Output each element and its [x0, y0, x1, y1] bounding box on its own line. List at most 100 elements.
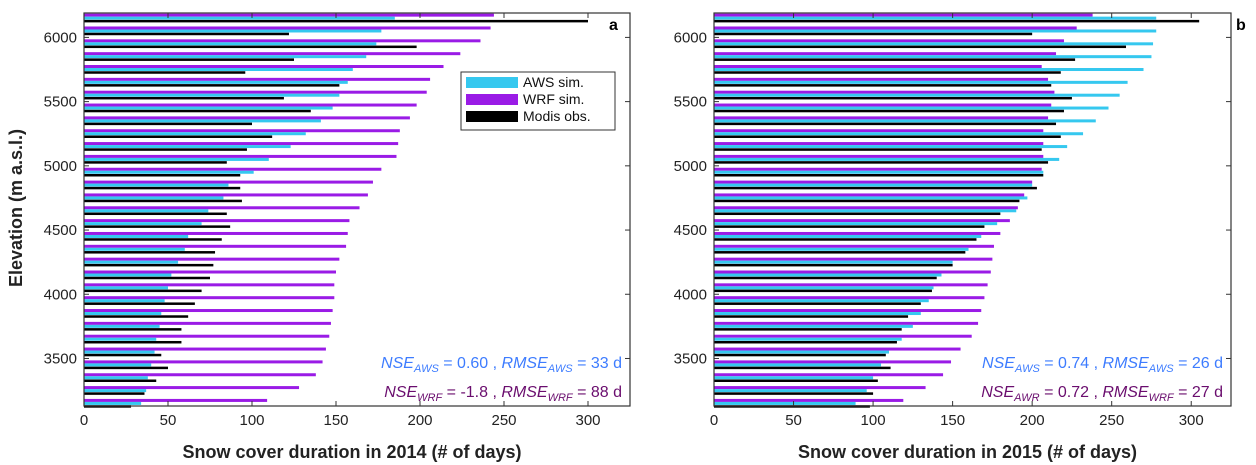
x-tick-label: 50 [785, 412, 802, 429]
wrf-bar [714, 321, 979, 325]
modis-bar [714, 366, 891, 370]
wrf-bar [714, 193, 1025, 197]
wrf-bar [84, 231, 348, 235]
aws-bar [84, 132, 306, 136]
modis-bar [84, 251, 216, 254]
wrf-bar [714, 296, 985, 300]
wrf-bar [84, 244, 347, 248]
wrf-bar [84, 219, 350, 223]
aws-bar [84, 29, 382, 33]
wrf-bar [84, 167, 382, 171]
aws-bar [84, 337, 157, 341]
aws-bar [714, 247, 969, 251]
wrf-bar [84, 347, 326, 351]
wrf-bar [84, 321, 331, 325]
aws-bar [714, 286, 934, 290]
wrf-bar [714, 309, 982, 313]
stat-annotation-aws: NSEAWS = 0.60 , RMSEAWS = 33 d [381, 355, 622, 375]
modis-bar [714, 276, 937, 280]
wrf-bar [714, 219, 1010, 223]
y-tick-label: 5000 [674, 158, 707, 175]
modis-bar [714, 58, 1076, 61]
aws-bar [714, 93, 1120, 97]
wrf-bar [714, 26, 1077, 30]
wrf-bar [84, 360, 323, 364]
legend-swatch-wrf [466, 94, 518, 105]
aws-bar [714, 42, 1154, 46]
modis-bar [84, 379, 157, 382]
legend-swatch-modis [466, 111, 518, 122]
modis-bar [84, 161, 227, 164]
modis-bar [714, 45, 1127, 49]
x-axis-label: Snow cover duration in 2014 (# of days) [182, 442, 521, 462]
modis-bar [84, 109, 311, 113]
modis-bar [714, 225, 985, 228]
wrf-bar [84, 154, 397, 158]
aws-bar [84, 299, 165, 303]
aws-bar [714, 145, 1068, 149]
modis-bar [84, 289, 202, 293]
aws-bar [84, 401, 142, 405]
y-tick-label: 4500 [674, 222, 707, 239]
y-tick-label: 5500 [44, 94, 77, 111]
modis-bar [84, 84, 340, 87]
y-tick-label: 5000 [44, 158, 77, 175]
modis-bar [84, 71, 246, 74]
modis-bar [714, 392, 874, 395]
wrf-bar [84, 13, 494, 17]
aws-bar [714, 16, 1157, 20]
modis-bar [714, 186, 1037, 190]
aws-bar [714, 29, 1157, 33]
wrf-bar [84, 77, 431, 81]
wrf-bar [714, 373, 944, 377]
x-tick-label: 100 [861, 412, 886, 429]
aws-bar [84, 234, 189, 238]
modis-bar [714, 96, 1072, 100]
modis-bar [714, 379, 878, 382]
modis-bar [714, 302, 921, 305]
wrf-bar [714, 116, 1049, 120]
stat-annotation-wrf: NSEAWR = 0.72 , RMSEWRF = 27 d [981, 384, 1223, 404]
wrf-bar [714, 129, 1044, 133]
aws-bar [84, 273, 172, 277]
wrf-bar [714, 180, 1033, 184]
aws-bar [714, 299, 929, 303]
modis-bar [714, 353, 886, 357]
wrf-bar [714, 13, 1093, 17]
aws-bar [714, 389, 867, 393]
aws-bar [714, 234, 982, 238]
wrf-bar [84, 180, 373, 184]
modis-bar [84, 58, 294, 61]
wrf-bar [714, 244, 994, 248]
aws-bar [84, 119, 321, 123]
aws-bar [714, 132, 1084, 136]
aws-bar [84, 80, 348, 84]
modis-bar [84, 340, 182, 344]
x-tick-label: 250 [491, 412, 516, 429]
x-tick-label: 150 [323, 412, 348, 429]
x-tick-label: 200 [407, 412, 432, 429]
aws-bar [84, 389, 147, 393]
modis-bar [714, 135, 1061, 138]
aws-bar [84, 157, 269, 161]
aws-bar [714, 55, 1152, 59]
legend-label-modis: Modis obs. [523, 108, 591, 124]
modis-bar [714, 84, 1052, 87]
aws-bar [714, 350, 889, 354]
wrf-bar [714, 231, 1001, 235]
modis-bar [84, 135, 273, 138]
modis-bar [714, 315, 909, 318]
aws-bar [84, 363, 152, 367]
modis-bar [714, 340, 897, 344]
modis-bar [84, 238, 222, 241]
panel-a: 0 50 100 150 200 250 300 3500 4000 4500 5000 5500 60… [44, 12, 631, 462]
wrf-bar [84, 296, 335, 300]
y-tick-label: 4000 [44, 286, 77, 303]
wrf-bar [84, 206, 360, 210]
wrf-bar [714, 167, 1042, 171]
wrf-bar [714, 90, 1055, 94]
modis-bar [714, 19, 1200, 23]
modis-bar [84, 174, 241, 177]
legend-swatch-aws [466, 77, 518, 88]
x-tick-label: 300 [1179, 412, 1204, 429]
